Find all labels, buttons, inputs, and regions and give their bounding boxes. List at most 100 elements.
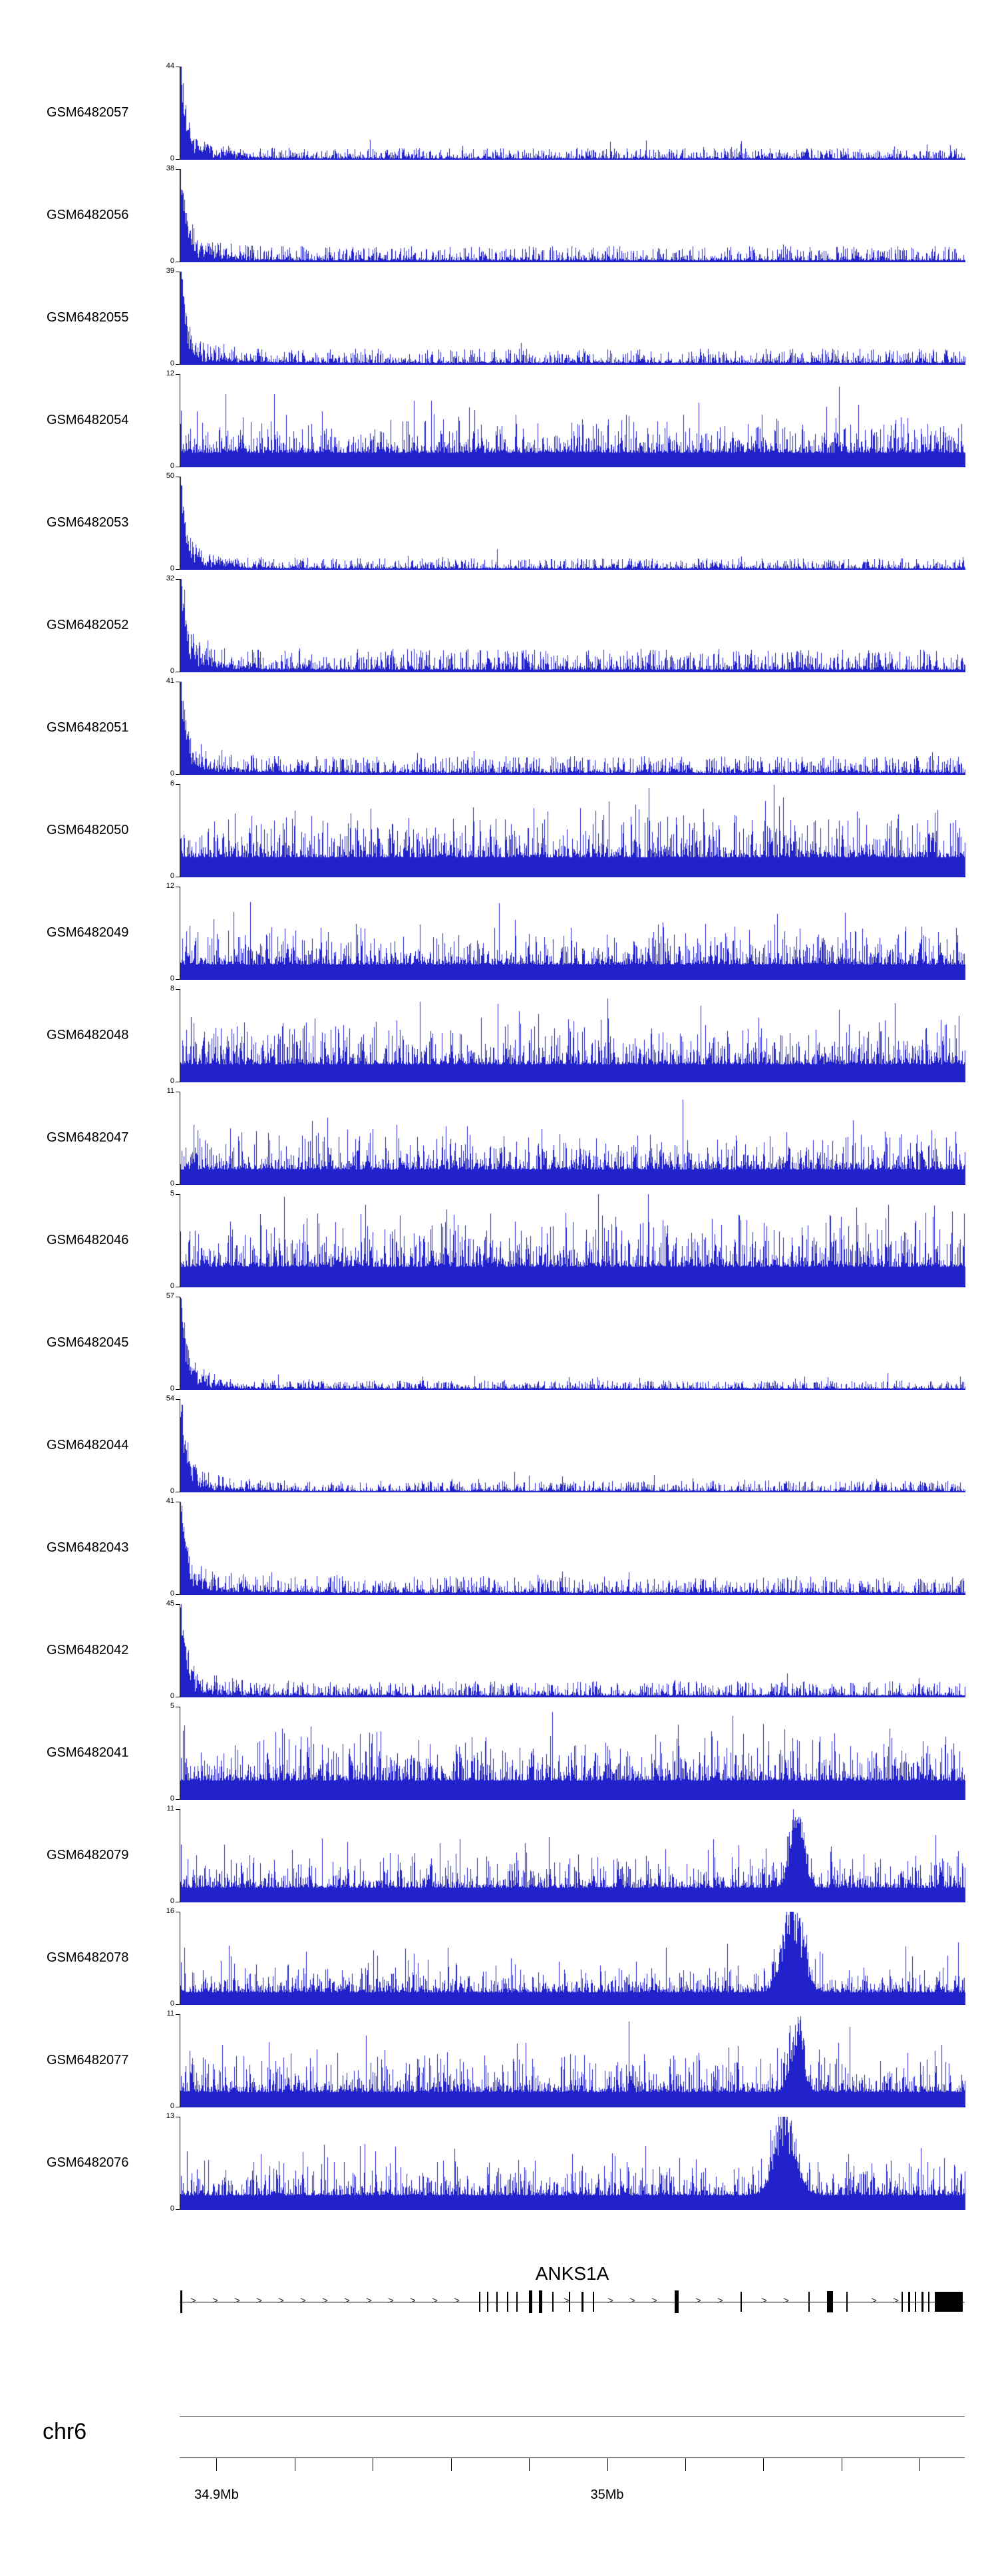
coverage-signal-canvas (180, 682, 965, 775)
signal-track-row: GSM6482043 41 0 (0, 1497, 998, 1604)
signal-track-row: GSM6482054 12 0 (0, 369, 998, 477)
yzero-tick-label: 0 (170, 2102, 174, 2110)
signal-track-row: GSM6482079 11 0 (0, 1805, 998, 1912)
signal-track-row: GSM6482047 11 0 (0, 1087, 998, 1194)
ymax-tick-label: 5 (170, 1702, 174, 1710)
exon-block (808, 2292, 810, 2312)
strand-arrow-icon: > (651, 2295, 657, 2306)
ymax-tick-label: 13 (166, 2112, 174, 2120)
y-axis-top-tick (176, 2014, 180, 2015)
yzero-tick-label: 0 (170, 974, 174, 982)
strand-arrow-icon: > (278, 2295, 284, 2306)
signal-track-row: GSM6482042 45 0 (0, 1600, 998, 1707)
exon-block (528, 2290, 532, 2313)
track-sample-label: GSM6482046 (47, 1233, 129, 1247)
separator-line (180, 2416, 965, 2417)
yzero-tick-label: 0 (170, 1385, 174, 1393)
signal-track-row: GSM6482077 11 0 (0, 2010, 998, 2117)
ruler-tick (216, 2458, 218, 2471)
track-sample-label: GSM6482042 (47, 1643, 129, 1657)
coverage-signal-canvas (180, 1604, 965, 1697)
signal-track-row: GSM6482051 41 0 (0, 677, 998, 784)
coverage-signal-canvas (180, 1809, 965, 1902)
ruler-tick (529, 2458, 530, 2471)
exon-block (927, 2292, 929, 2312)
track-sample-label: GSM6482079 (47, 1848, 129, 1862)
ruler-tick (607, 2458, 608, 2471)
yzero-tick-label: 0 (170, 769, 174, 777)
ruler-tick (450, 2458, 452, 2471)
yzero-tick-label: 0 (170, 2205, 174, 2213)
strand-arrow-icon: > (256, 2295, 262, 2306)
strand-arrow-icon: > (629, 2295, 635, 2306)
track-sample-label: GSM6482050 (47, 823, 129, 837)
signal-track-row: GSM6482053 50 0 (0, 472, 998, 579)
strand-arrow-icon: > (212, 2295, 218, 2306)
exon-block (486, 2292, 488, 2312)
coverage-signal-canvas (180, 1092, 965, 1185)
ymax-tick-label: 5 (170, 1189, 174, 1197)
ymax-tick-label: 41 (166, 677, 174, 685)
ymax-tick-label: 11 (166, 1805, 174, 1813)
y-axis-zero-tick (176, 774, 180, 775)
signal-track-row: GSM6482046 5 0 (0, 1189, 998, 1297)
ruler-tick (763, 2458, 764, 2471)
coverage-signal-canvas (180, 1502, 965, 1595)
y-axis-top-tick (176, 169, 180, 170)
coverage-signal-canvas (180, 1194, 965, 1287)
strand-arrow-icon: > (300, 2295, 306, 2306)
signal-track-row: GSM6482078 16 0 (0, 1907, 998, 2014)
yzero-tick-label: 0 (170, 667, 174, 675)
coverage-signal-canvas (180, 67, 965, 160)
ymax-tick-label: 12 (166, 369, 174, 377)
coverage-signal-canvas (180, 784, 965, 877)
signal-track-row: GSM6482057 44 0 (0, 62, 998, 169)
y-axis-top-tick (176, 989, 180, 990)
coverage-signal-canvas (180, 169, 965, 262)
strand-arrow-icon: > (410, 2295, 416, 2306)
ymax-tick-label: 6 (170, 779, 174, 787)
exon-block (478, 2292, 480, 2312)
yzero-tick-label: 0 (170, 1487, 174, 1495)
coverage-signal-canvas (180, 1399, 965, 1492)
y-axis-zero-tick (176, 1594, 180, 1595)
yzero-tick-label: 0 (170, 257, 174, 265)
coverage-signal-canvas (180, 1912, 965, 2005)
y-axis-top-tick (176, 784, 180, 785)
yzero-tick-label: 0 (170, 872, 174, 880)
ymax-tick-label: 50 (166, 472, 174, 480)
coverage-signal-canvas (180, 579, 965, 672)
ymax-tick-label: 8 (170, 984, 174, 992)
track-sample-label: GSM6482057 (47, 105, 129, 120)
track-sample-label: GSM6482041 (47, 1745, 129, 1760)
ymax-tick-label: 38 (166, 164, 174, 172)
strand-arrow-icon: > (761, 2295, 767, 2306)
yzero-tick-label: 0 (170, 564, 174, 572)
ruler-tick-label: 35Mb (590, 2487, 624, 2502)
strand-arrow-icon: > (322, 2295, 328, 2306)
exon-block (539, 2290, 543, 2313)
ymax-tick-label: 54 (166, 1395, 174, 1402)
exon-block (592, 2292, 594, 2312)
exon-block (826, 2291, 833, 2312)
coverage-signal-canvas (180, 1707, 965, 1800)
track-sample-label: GSM6482044 (47, 1438, 129, 1452)
ymax-tick-label: 16 (166, 1907, 174, 1915)
exon-block (507, 2292, 509, 2312)
y-axis-zero-tick (176, 1389, 180, 1390)
ruler-tick (919, 2458, 921, 2471)
exon-block (901, 2292, 903, 2312)
y-axis-top-tick (176, 374, 180, 375)
track-sample-label: GSM6482045 (47, 1335, 129, 1350)
coverage-signal-canvas (180, 887, 965, 980)
ymax-tick-label: 32 (166, 574, 174, 582)
yzero-tick-label: 0 (170, 1282, 174, 1290)
signal-track-row: GSM6482050 6 0 (0, 779, 998, 887)
y-axis-top-tick (176, 1194, 180, 1195)
ymax-tick-label: 57 (166, 1292, 174, 1300)
y-axis-zero-tick (176, 2004, 180, 2005)
coverage-signal-canvas (180, 477, 965, 570)
chromosome-label: chr6 (43, 2419, 87, 2444)
track-sample-label: GSM6482078 (47, 1950, 129, 1965)
